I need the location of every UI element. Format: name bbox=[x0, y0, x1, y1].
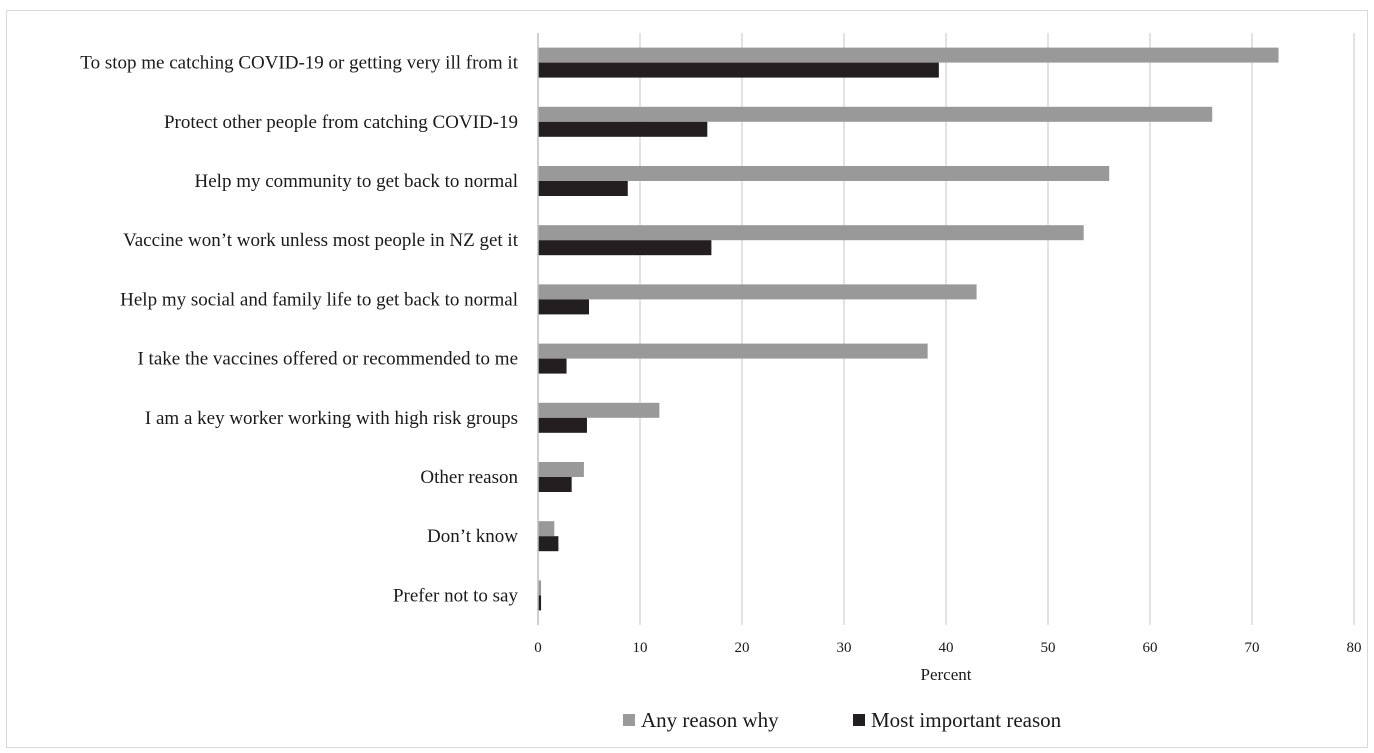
bar-most-important bbox=[538, 358, 567, 374]
x-tick-label: 50 bbox=[1041, 640, 1056, 656]
bar-any-reason bbox=[538, 343, 928, 359]
x-tick-label: 40 bbox=[939, 640, 954, 656]
bar-any-reason bbox=[538, 284, 977, 300]
bar-most-important bbox=[538, 536, 559, 552]
x-tick-labels: 0 10 20 30 40 50 60 70 80 bbox=[534, 640, 1361, 656]
bar-any-reason bbox=[538, 462, 584, 477]
category-label: Protect other people from catching COVID… bbox=[164, 112, 518, 133]
category-label: Help my community to get back to normal bbox=[195, 171, 518, 192]
bar-most-important bbox=[538, 121, 708, 137]
legend-label-any-reason: Any reason why bbox=[641, 708, 779, 732]
category-label: To stop me catching COVID-19 or getting … bbox=[80, 53, 518, 74]
bar-most-important bbox=[538, 477, 572, 492]
category-label: Vaccine won’t work unless most people in… bbox=[123, 230, 519, 251]
legend-swatch-any-reason bbox=[623, 714, 635, 726]
legend: Any reason why Most important reason bbox=[623, 708, 1062, 732]
bar-most-important bbox=[538, 299, 589, 315]
x-tick-label: 10 bbox=[633, 640, 648, 656]
bar-any-reason bbox=[538, 521, 555, 537]
legend-label-most-important: Most important reason bbox=[871, 708, 1062, 732]
x-tick-label: 70 bbox=[1245, 640, 1260, 656]
category-label: Don’t know bbox=[427, 526, 518, 547]
legend-swatch-most-important bbox=[853, 714, 865, 726]
bar-most-important bbox=[538, 181, 628, 196]
x-tick-label: 30 bbox=[837, 640, 852, 656]
category-label: I take the vaccines offered or recommend… bbox=[137, 349, 518, 370]
bar-any-reason bbox=[538, 47, 1279, 63]
bar-any-reason bbox=[538, 225, 1084, 241]
x-axis-title: Percent bbox=[921, 665, 972, 684]
bar-any-reason bbox=[538, 106, 1213, 122]
bar-most-important bbox=[538, 595, 542, 611]
category-label: I am a key worker working with high risk… bbox=[145, 408, 518, 429]
category-label: Other reason bbox=[420, 467, 518, 488]
bar-any-reason bbox=[538, 580, 542, 596]
bar-any-reason bbox=[538, 402, 660, 418]
bar-most-important bbox=[538, 240, 712, 256]
x-tick-label: 80 bbox=[1347, 640, 1362, 656]
bar-any-reason bbox=[538, 166, 1110, 181]
x-tick-label: 0 bbox=[534, 640, 542, 656]
bar-most-important bbox=[538, 62, 939, 78]
category-label: Help my social and family life to get ba… bbox=[120, 289, 518, 310]
bars bbox=[538, 47, 1279, 611]
x-tick-label: 60 bbox=[1143, 640, 1158, 656]
x-tick-label: 20 bbox=[735, 640, 750, 656]
category-labels: To stop me catching COVID-19 or getting … bbox=[80, 53, 518, 607]
category-label: Prefer not to say bbox=[393, 585, 519, 606]
bar-most-important bbox=[538, 417, 587, 433]
